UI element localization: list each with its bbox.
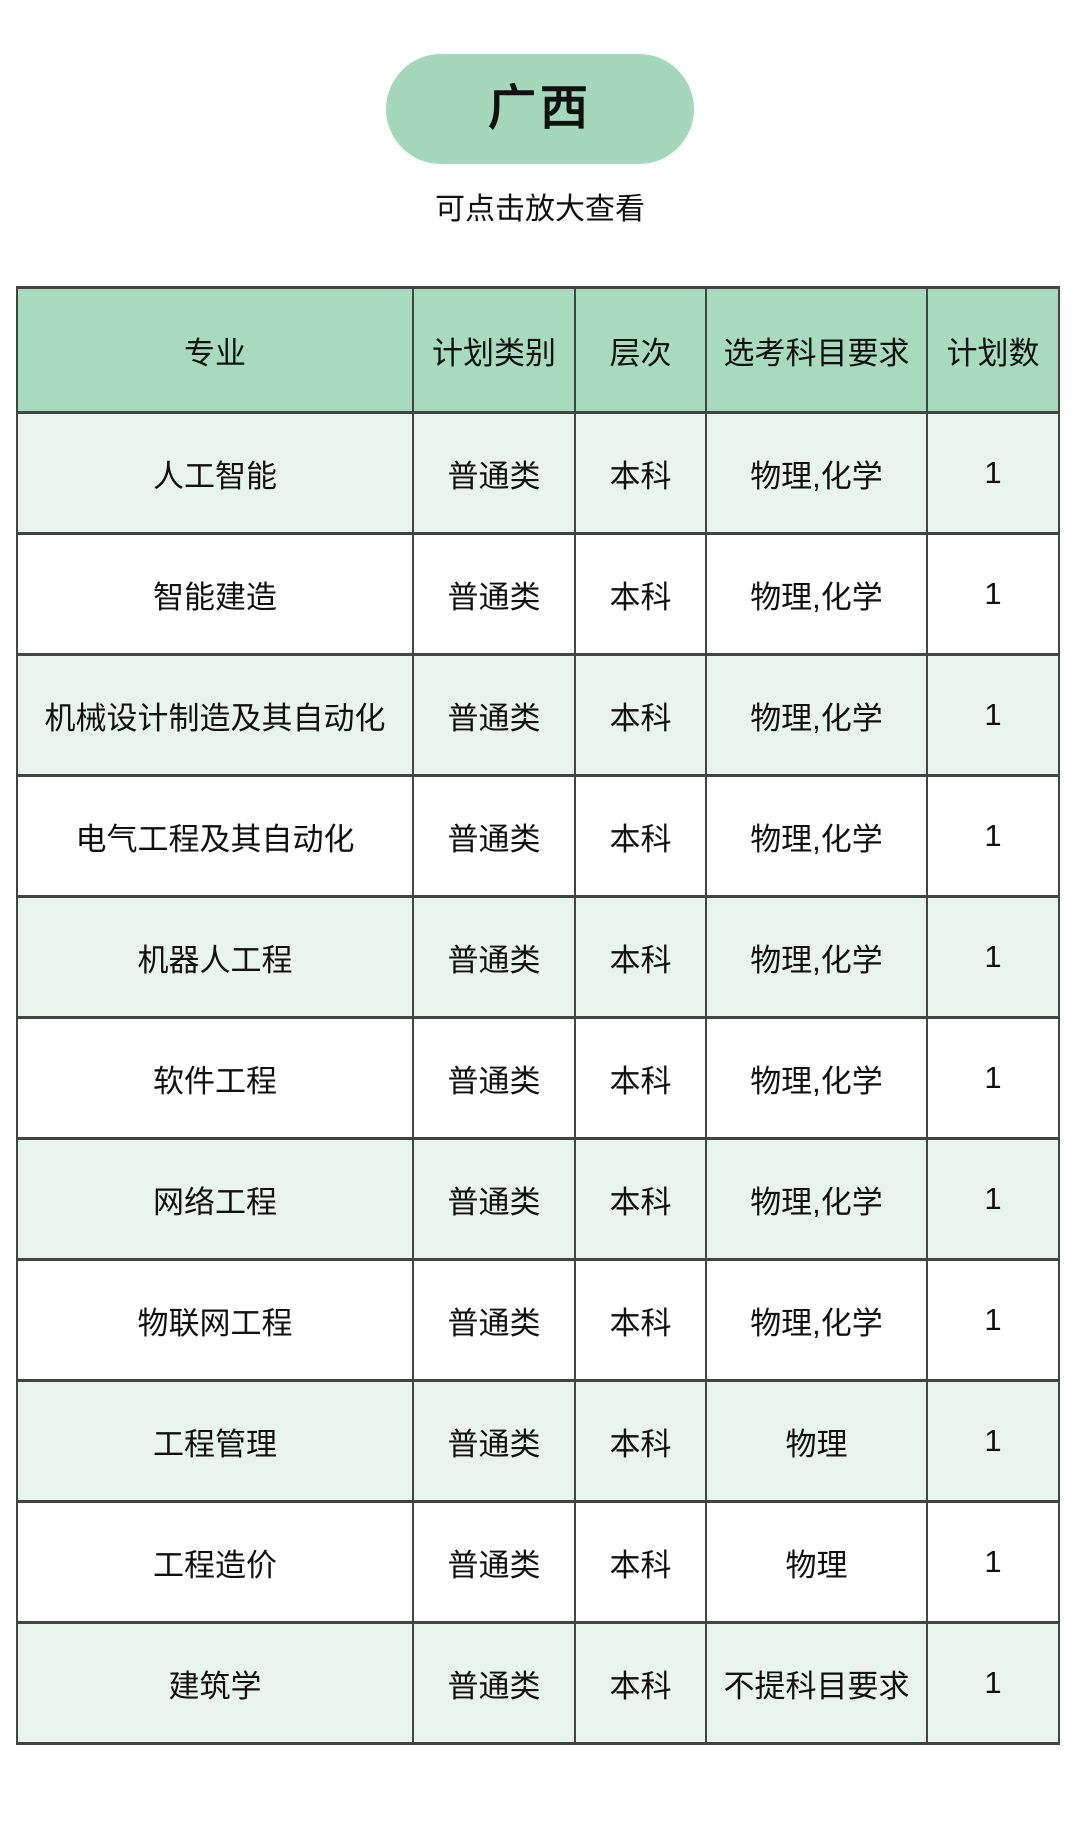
- table-row: 智能建造 普通类 本科 物理,化学 1: [16, 532, 1060, 656]
- table-cell: 1: [926, 1621, 1060, 1745]
- table-cell: 普通类: [412, 1500, 576, 1624]
- table-cell: 普通类: [412, 411, 576, 535]
- table-cell: 物理,化学: [705, 1016, 928, 1140]
- table-cell: 本科: [574, 1379, 707, 1503]
- table-cell: 本科: [574, 1137, 707, 1261]
- table-cell: 1: [926, 774, 1060, 898]
- table-row: 工程造价 普通类 本科 物理 1: [16, 1500, 1060, 1624]
- table-cell: 普通类: [412, 1379, 576, 1503]
- table-cell: 1: [926, 1258, 1060, 1382]
- table-row: 建筑学 普通类 本科 不提科目要求 1: [16, 1621, 1060, 1745]
- table-cell: 物理: [705, 1500, 928, 1624]
- table-header-cell: 计划类别: [412, 286, 576, 414]
- table-row: 电气工程及其自动化 普通类 本科 物理,化学 1: [16, 774, 1060, 898]
- table-body: 人工智能 普通类 本科 物理,化学 1 智能建造 普通类 本科 物理,化学 1 机械设计制造及其自动…: [16, 411, 1060, 1745]
- table-row: 软件工程 普通类 本科 物理,化学 1: [16, 1016, 1060, 1140]
- table-row: 物联网工程 普通类 本科 物理,化学 1: [16, 1258, 1060, 1382]
- table-header-cell: 计划数: [926, 286, 1060, 414]
- table-cell: 电气工程及其自动化: [16, 774, 414, 898]
- table-cell: 1: [926, 1500, 1060, 1624]
- table-cell: 普通类: [412, 532, 576, 656]
- table-cell: 1: [926, 411, 1060, 535]
- plan-table-image[interactable]: 专业 计划类别 层次 选考科目要求 计划数 人工智能 普通类 本科 物理,化学 1 智能建造 普通类…: [16, 286, 1060, 1745]
- table-header-row: 专业 计划类别 层次 选考科目要求 计划数: [16, 286, 1060, 414]
- zoom-hint-text: 可点击放大查看: [435, 193, 645, 226]
- table-cell: 不提科目要求: [705, 1621, 928, 1745]
- table-cell: 物理,化学: [705, 1258, 928, 1382]
- table-cell: 物理,化学: [705, 411, 928, 535]
- table-cell: 本科: [574, 532, 707, 656]
- table-row: 人工智能 普通类 本科 物理,化学 1: [16, 411, 1060, 535]
- table-cell: 1: [926, 895, 1060, 1019]
- table-cell: 本科: [574, 1500, 707, 1624]
- table-cell: 1: [926, 1379, 1060, 1503]
- table-cell: 物联网工程: [16, 1258, 414, 1382]
- table-cell: 机械设计制造及其自动化: [16, 653, 414, 777]
- table-cell: 物理,化学: [705, 1137, 928, 1261]
- table-row: 机器人工程 普通类 本科 物理,化学 1: [16, 895, 1060, 1019]
- table-cell: 本科: [574, 411, 707, 535]
- table-cell: 本科: [574, 653, 707, 777]
- table-row: 机械设计制造及其自动化 普通类 本科 物理,化学 1: [16, 653, 1060, 777]
- table-cell: 普通类: [412, 1016, 576, 1140]
- table-cell: 1: [926, 1016, 1060, 1140]
- table-cell: 本科: [574, 1016, 707, 1140]
- table-cell: 建筑学: [16, 1621, 414, 1745]
- table-cell: 普通类: [412, 1258, 576, 1382]
- table-cell: 机器人工程: [16, 895, 414, 1019]
- table-cell: 物理: [705, 1379, 928, 1503]
- table-cell: 物理,化学: [705, 653, 928, 777]
- table-row: 工程管理 普通类 本科 物理 1: [16, 1379, 1060, 1503]
- province-badge: 广西: [386, 54, 694, 164]
- table-cell: 普通类: [412, 895, 576, 1019]
- table-header-cell: 专业: [16, 286, 414, 414]
- table-cell: 软件工程: [16, 1016, 414, 1140]
- table-cell: 1: [926, 1137, 1060, 1261]
- table-cell: 本科: [574, 895, 707, 1019]
- plan-table: 专业 计划类别 层次 选考科目要求 计划数 人工智能 普通类 本科 物理,化学 1 智能建造 普通类…: [16, 286, 1060, 1745]
- table-cell: 1: [926, 653, 1060, 777]
- table-cell: 1: [926, 532, 1060, 656]
- table-cell: 智能建造: [16, 532, 414, 656]
- table-header-cell: 层次: [574, 286, 707, 414]
- table-cell: 人工智能: [16, 411, 414, 535]
- table-cell: 普通类: [412, 653, 576, 777]
- table-cell: 网络工程: [16, 1137, 414, 1261]
- table-cell: 物理,化学: [705, 895, 928, 1019]
- table-cell: 普通类: [412, 774, 576, 898]
- table-cell: 工程管理: [16, 1379, 414, 1503]
- table-cell: 普通类: [412, 1621, 576, 1745]
- table-cell: 物理,化学: [705, 774, 928, 898]
- table-cell: 工程造价: [16, 1500, 414, 1624]
- table-cell: 物理,化学: [705, 532, 928, 656]
- table-row: 网络工程 普通类 本科 物理,化学 1: [16, 1137, 1060, 1261]
- table-cell: 本科: [574, 1258, 707, 1382]
- table-header-cell: 选考科目要求: [705, 286, 928, 414]
- table-cell: 本科: [574, 1621, 707, 1745]
- table-cell: 本科: [574, 774, 707, 898]
- table-cell: 普通类: [412, 1137, 576, 1261]
